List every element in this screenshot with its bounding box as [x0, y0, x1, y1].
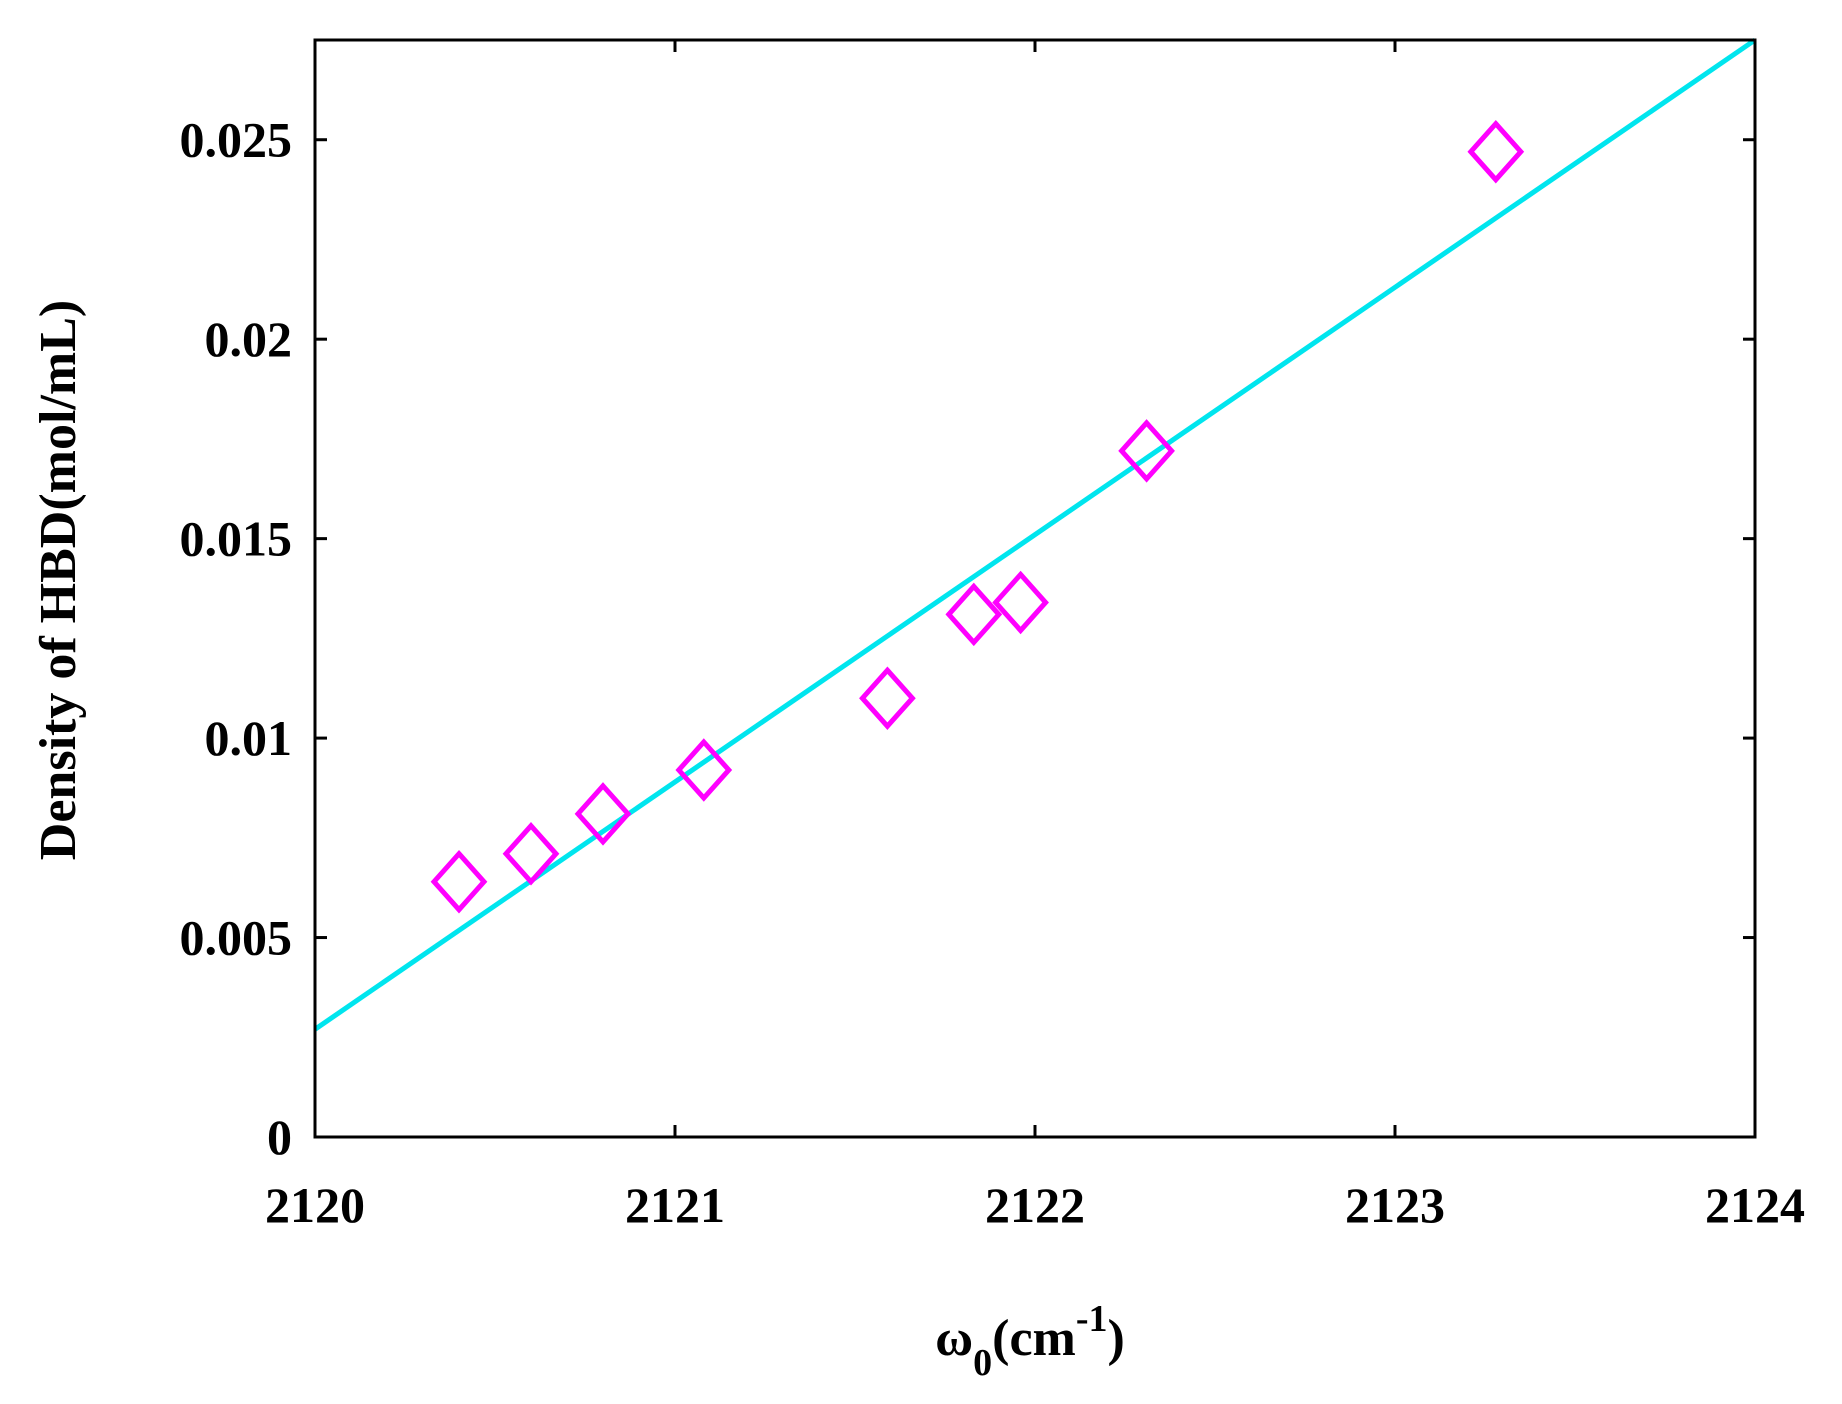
data-point-diamond — [945, 582, 1003, 647]
x-tick-label: 2123 — [1345, 1177, 1445, 1233]
data-point-diamond — [1467, 119, 1525, 184]
plot-area — [313, 37, 1757, 1032]
x-axis-ticks: 2120 2121 2122 2123 2124 — [265, 40, 1805, 1233]
y-tick-label: 0.025 — [180, 112, 293, 168]
fit-line — [313, 37, 1757, 1032]
data-point-diamond — [1118, 419, 1175, 483]
data-point-diamond — [992, 570, 1049, 635]
data-point-diamond — [675, 738, 733, 802]
data-point-diamond — [430, 849, 488, 914]
y-tick-label: 0.015 — [180, 511, 293, 567]
y-axis-label: Density of HBD(mol/mL) — [30, 300, 87, 860]
x-axis-label: ω0(cm-1) — [935, 1298, 1125, 1384]
plot-frame — [313, 38, 1757, 1139]
x-tick-label: 2124 — [1705, 1177, 1805, 1233]
data-point-diamond — [574, 782, 632, 846]
y-tick-label: 0.02 — [205, 311, 293, 367]
y-tick-label: 0.01 — [205, 710, 293, 766]
y-tick-label: 0.005 — [180, 910, 293, 966]
data-point-diamond — [859, 666, 916, 730]
x-tick-label: 2122 — [985, 1177, 1085, 1233]
y-tick-label: 0 — [267, 1109, 292, 1165]
data-point-diamond — [502, 822, 560, 886]
y-axis-ticks: 0 0.005 0.01 0.015 0.02 0.025 — [180, 112, 1755, 1165]
x-tick-label: 2121 — [625, 1177, 725, 1233]
x-tick-label: 2120 — [265, 1177, 365, 1233]
